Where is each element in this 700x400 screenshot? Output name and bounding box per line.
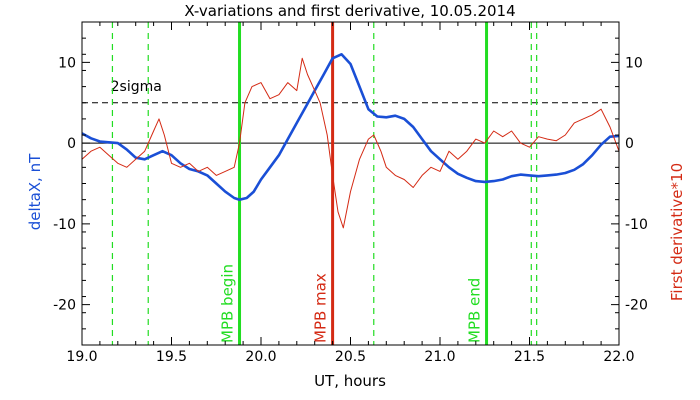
y-tick-label-right: -20: [625, 298, 648, 314]
x-tick-label: 21.5: [514, 349, 545, 365]
x-tick-label: 20.5: [335, 349, 366, 365]
plot-frame: [81, 21, 620, 346]
y-tick-label-left: -10: [53, 217, 76, 233]
x-tick-label: 21.0: [424, 349, 455, 365]
marker-label-mpb-max: MPB max: [312, 273, 330, 343]
y-tick-label-left: 0: [67, 136, 76, 152]
y-tick-label-right: 10: [625, 55, 643, 71]
x-tick-label: 19.0: [66, 349, 97, 365]
x-axis-label: UT, hours: [314, 372, 386, 390]
y-tick-label-left: -20: [53, 298, 76, 314]
y-tick-label-right: -10: [625, 217, 648, 233]
threshold-label: 2sigma: [111, 79, 162, 95]
y-axis-label-right: First derivative*10: [668, 163, 686, 301]
marker-label-mpb-end: MPB end: [466, 278, 484, 343]
chart-title: X-variations and first derivative, 10.05…: [184, 2, 515, 20]
marker-label-mpb-begin: MPB begin: [219, 264, 237, 343]
x-tick-label: 22.0: [603, 349, 634, 365]
y-tick-label-left: 10: [58, 55, 76, 71]
series-deltax-line: [81, 52, 620, 201]
axes: 19.0 19.5 20.0 20.5 21.0 21.5 22.0 -20 -20 -10 -10…: [53, 21, 648, 365]
x-tick-label: 19.5: [156, 349, 187, 365]
y-tick-label-right: 0: [625, 136, 634, 152]
y-axis-label-left: deltaX, nT: [26, 153, 44, 230]
series-derivative-line: [81, 57, 620, 229]
plot-area: 2sigma MPB begin MPB max MPB end: [81, 22, 620, 345]
x-tick-label: 20.0: [245, 349, 276, 365]
